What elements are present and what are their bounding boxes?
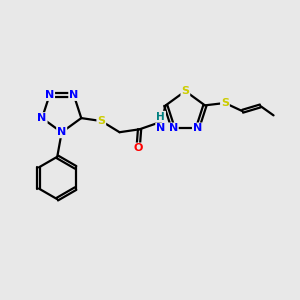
Text: S: S: [97, 116, 105, 126]
Text: N: N: [69, 90, 78, 100]
Text: N: N: [45, 90, 54, 100]
Text: O: O: [134, 143, 143, 153]
Text: N: N: [156, 123, 165, 134]
Text: N: N: [193, 123, 202, 134]
Text: N: N: [38, 113, 47, 123]
Text: S: S: [181, 86, 189, 96]
Text: H: H: [156, 112, 165, 122]
Text: N: N: [57, 127, 66, 137]
Text: N: N: [169, 123, 178, 134]
Text: S: S: [221, 98, 229, 108]
